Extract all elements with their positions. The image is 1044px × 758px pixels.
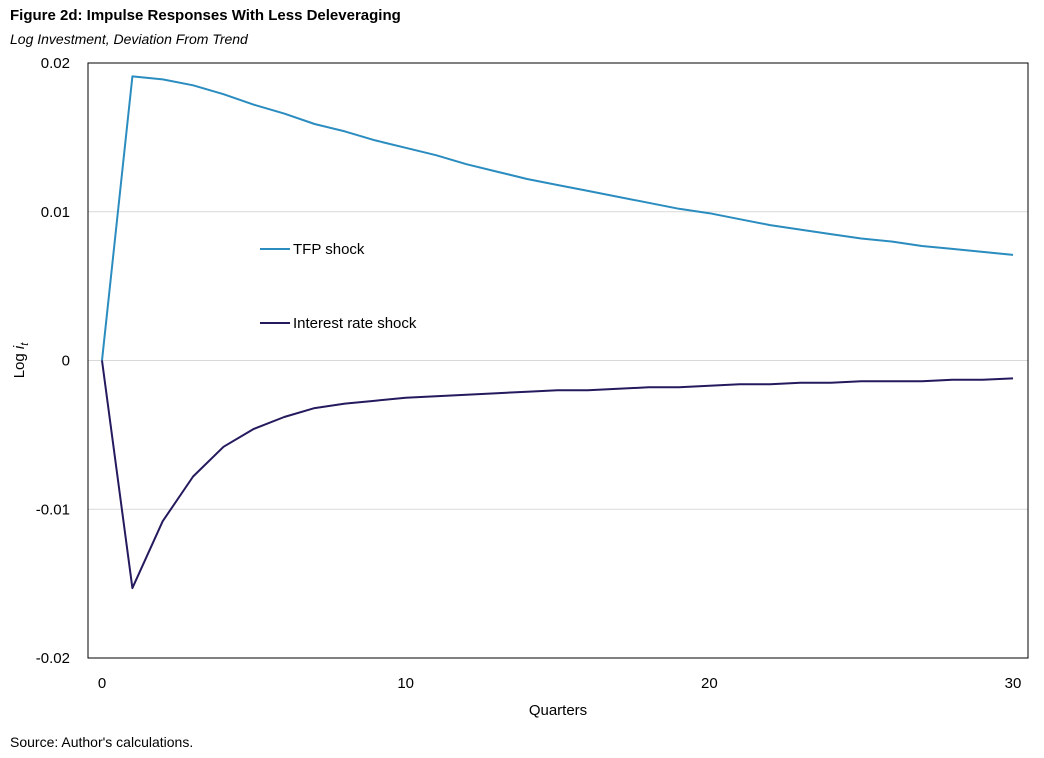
y-axis-ticks: 0.02 0.01 0 -0.01 -0.02 [36,55,70,667]
x-axis-label: Quarters [529,702,587,719]
legend-label: TFP shock [293,241,365,258]
series-line-tfp-shock [101,75,1014,361]
source-note: Source: Author's calculations. [10,734,194,750]
y-tick-label: -0.01 [36,501,70,518]
y-tick-label: 0.01 [41,204,70,221]
gridlines [88,211,1028,510]
y-tick-label: 0.02 [41,55,70,72]
legend-label: Interest rate shock [293,315,417,332]
x-tick-label: 0 [98,675,106,692]
legend: TFP shock Interest rate shock [260,241,417,332]
chart-title: Figure 2d: Impulse Responses With Less D… [10,7,401,24]
x-tick-label: 30 [1005,675,1022,692]
x-tick-label: 20 [701,675,718,692]
x-axis-ticks: 0 10 20 30 [98,675,1022,692]
y-tick-label: 0 [62,353,70,370]
chart-subtitle: Log Investment, Deviation From Trend [10,31,248,47]
series-layer [101,75,1014,590]
series-line-interest-rate-shock [101,360,1014,590]
x-tick-label: 10 [397,675,414,692]
plot-area-border [87,62,1029,659]
y-tick-label: -0.02 [36,650,70,667]
y-axis-label: Log it [11,342,31,379]
